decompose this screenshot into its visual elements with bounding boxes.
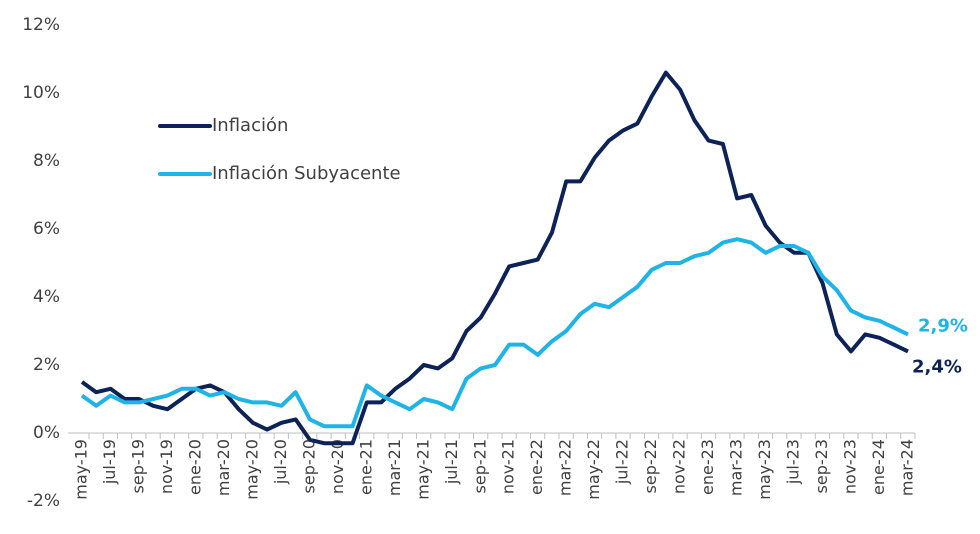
y-tick-label: 4% [33, 287, 60, 307]
x-tick-label: mar-21 [385, 439, 404, 496]
y-tick-label: 2% [33, 355, 60, 375]
x-tick-label: nov-19 [157, 439, 176, 494]
x-tick-label: jul-19 [100, 439, 119, 485]
y-tick-label: 8% [33, 151, 60, 171]
x-tick-label: nov-22 [670, 439, 689, 494]
value-label: 2,4% [912, 356, 962, 377]
x-tick-label: ene-24 [869, 439, 888, 495]
x-tick-label: jul-23 [784, 439, 803, 485]
x-tick-label: ene-21 [356, 439, 375, 495]
x-tick-label: sep-23 [812, 439, 831, 493]
x-tick-label: mar-24 [898, 439, 917, 496]
y-tick-label: -2% [27, 491, 60, 511]
x-tick-label: mar-22 [556, 439, 575, 496]
x-tick-label: nov-20 [328, 439, 347, 494]
y-tick-label: 0% [33, 423, 60, 443]
x-tick-label: may-20 [242, 439, 261, 500]
x-tick-label: sep-22 [641, 439, 660, 493]
x-tick-label: sep-21 [470, 439, 489, 493]
y-tick-label: 6% [33, 219, 60, 239]
x-tick-label: may-21 [413, 439, 432, 500]
x-tick-label: mar-20 [214, 439, 233, 496]
y-tick-label: 12% [22, 15, 60, 35]
x-tick-label: ene-23 [698, 439, 717, 495]
x-tick-label: nov-23 [841, 439, 860, 494]
x-tick-label: jul-21 [442, 439, 461, 485]
x-tick-label: may-23 [755, 439, 774, 500]
x-tick-label: jul-20 [271, 439, 290, 485]
series-line [80, 237, 909, 429]
x-tick-label: jul-22 [613, 439, 632, 485]
x-tick-label: sep-19 [128, 439, 147, 493]
x-tick-label: ene-20 [185, 439, 204, 495]
x-tick-label: nov-21 [499, 439, 518, 494]
series-line [80, 70, 909, 446]
x-tick-label: mar-23 [727, 439, 746, 496]
x-tick-label: sep-20 [299, 439, 318, 493]
x-tick-label: may-19 [72, 439, 91, 500]
value-label: 2,9% [918, 315, 968, 336]
x-tick-label: ene-22 [527, 439, 546, 495]
x-tick-label: may-22 [584, 439, 603, 500]
legend-label: Inflación Subyacente [212, 163, 401, 184]
y-tick-label: 10% [22, 83, 60, 103]
legend-label: Inflación [212, 115, 288, 136]
